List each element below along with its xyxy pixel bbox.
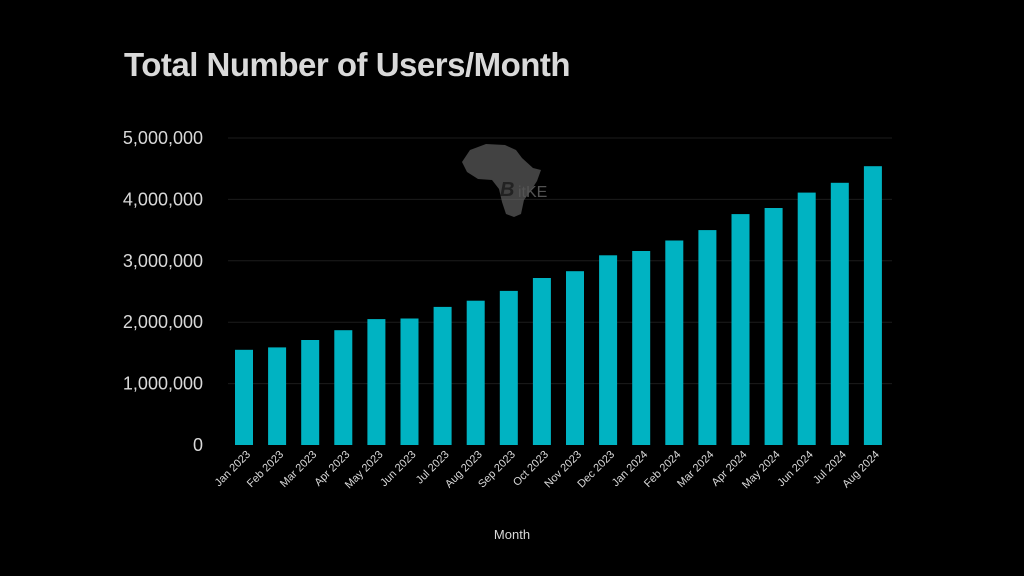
bar — [499, 290, 518, 445]
bar — [698, 230, 717, 445]
bar — [367, 319, 386, 445]
bar — [400, 318, 419, 445]
bar — [599, 255, 618, 445]
bars — [235, 166, 882, 446]
bar — [566, 271, 584, 445]
bar — [433, 306, 452, 445]
y-tick-label: 1,000,000 — [123, 374, 203, 394]
y-tick-label: 3,000,000 — [123, 251, 203, 271]
bar — [665, 240, 684, 445]
bar — [532, 278, 551, 445]
bar — [731, 214, 750, 445]
bar — [301, 340, 320, 445]
chart-title: Total Number of Users/Month — [124, 46, 571, 83]
y-axis-ticks: 0 1,000,000 2,000,000 3,000,000 4,000,000 5,0… — [123, 128, 203, 455]
y-tick-label: 0 — [193, 435, 203, 455]
bar — [268, 347, 287, 445]
bar — [235, 349, 253, 445]
africa-map-icon — [462, 144, 541, 217]
x-tick-label: Jun 2023 — [378, 449, 418, 489]
x-axis-label: Month — [494, 527, 530, 542]
y-tick-label: 2,000,000 — [123, 312, 203, 332]
x-tick-label: Mar 2023 — [278, 449, 319, 490]
bitcoin-b-icon: B — [500, 179, 514, 201]
bar — [334, 330, 353, 445]
logo-text: itKE — [518, 184, 547, 201]
bar — [863, 166, 882, 445]
bar — [632, 251, 651, 445]
bar — [830, 182, 849, 446]
x-tick-label: Mar 2024 — [675, 449, 716, 490]
y-tick-label: 5,000,000 — [123, 128, 203, 148]
gridlines — [228, 137, 892, 385]
africa-map-logo: B itKE — [462, 144, 547, 217]
x-tick-label: Jun 2024 — [775, 449, 815, 489]
bar — [764, 208, 783, 445]
bar — [466, 300, 485, 445]
bar — [797, 192, 816, 445]
y-tick-label: 4,000,000 — [123, 189, 203, 209]
